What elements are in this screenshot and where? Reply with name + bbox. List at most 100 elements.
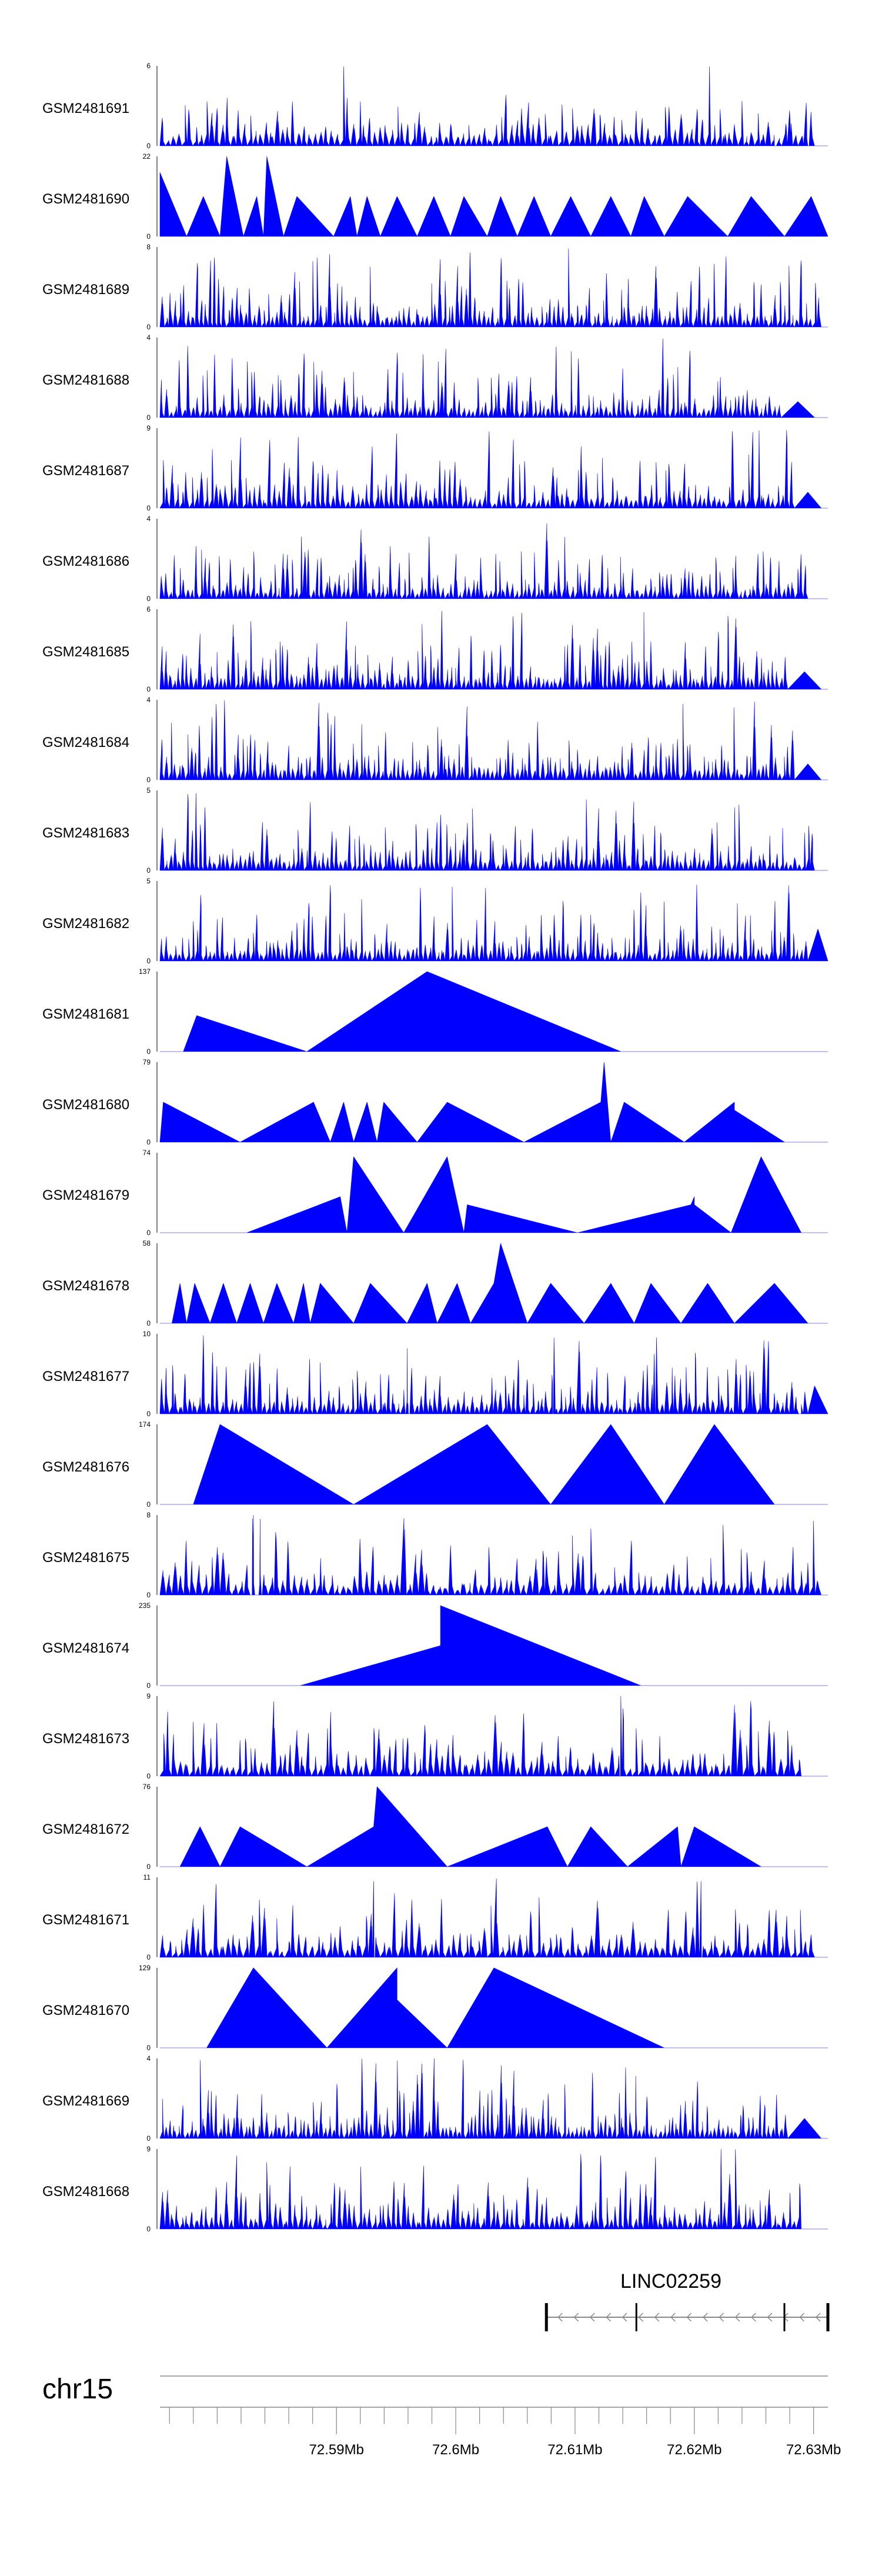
x-tick-label: 72.59Mb <box>309 2442 364 2458</box>
track-GSM2481681: GSM2481681 137 0 <box>42 967 828 1056</box>
track-label: GSM2481687 <box>42 463 129 479</box>
coverage-tracks: GSM248169160GSM2481690220GSM248168980GSM… <box>42 62 828 2233</box>
track-GSM2481689: GSM2481689 8 0 <box>42 243 828 331</box>
x-tick-label: 72.62Mb <box>667 2442 721 2458</box>
coverage-area <box>159 2148 828 2230</box>
track-GSM2481671: GSM2481671 11 0 <box>42 1873 828 1961</box>
strand-arrow <box>654 2313 660 2322</box>
y-max-tick-label: 74 <box>143 1149 151 1157</box>
track-label: GSM2481672 <box>42 1821 129 1837</box>
track-label: GSM2481681 <box>42 1006 129 1022</box>
track-label: GSM2481690 <box>42 191 129 207</box>
y-min-tick-label: 0 <box>146 685 151 693</box>
track-GSM2481680: GSM2481680 79 0 <box>42 1058 828 1146</box>
y-max-tick-label: 4 <box>146 2054 151 2063</box>
coverage-area <box>159 1878 828 1958</box>
track-GSM2481683: GSM2481683 5 0 <box>42 786 828 875</box>
y-min-tick-label: 0 <box>146 866 151 875</box>
track-GSM2481684: GSM2481684 4 0 <box>42 696 828 784</box>
y-max-tick-label: 10 <box>143 1330 151 1338</box>
y-max-tick-label: 137 <box>139 967 151 976</box>
gene-body <box>544 2303 830 2331</box>
coverage-area <box>159 1786 828 1867</box>
strand-arrow <box>734 2313 740 2322</box>
strand-arrow <box>799 2313 805 2322</box>
coverage-area <box>159 610 828 690</box>
gene-track: LINC02259 <box>544 2270 830 2331</box>
track-label: GSM2481684 <box>42 735 129 750</box>
track-label: GSM2481677 <box>42 1369 129 1384</box>
strand-arrow <box>751 2313 756 2322</box>
y-min-tick-label: 0 <box>146 1863 151 1871</box>
coverage-area <box>159 66 828 146</box>
track-GSM2481668: GSM2481668 9 0 <box>42 2145 828 2233</box>
coverage-area <box>159 1967 828 2048</box>
coverage-area <box>159 523 828 599</box>
coverage-area <box>159 700 828 780</box>
y-min-tick-label: 0 <box>146 1591 151 1599</box>
y-min-tick-label: 0 <box>146 1953 151 1961</box>
y-max-tick-label: 235 <box>139 1601 151 1610</box>
track-label: GSM2481673 <box>42 1731 129 1747</box>
x-tick-label: 72.63Mb <box>786 2442 841 2458</box>
track-label: GSM2481691 <box>42 101 129 116</box>
track-GSM2481686: GSM2481686 4 0 <box>42 515 828 603</box>
track-label: GSM2481676 <box>42 1459 129 1475</box>
track-GSM2481691: GSM2481691 6 0 <box>42 62 828 150</box>
track-GSM2481675: GSM2481675 8 0 <box>42 1511 828 1599</box>
y-min-tick-label: 0 <box>146 1229 151 1237</box>
y-max-tick-label: 4 <box>146 696 151 704</box>
track-label: GSM2481669 <box>42 2093 129 2109</box>
track-GSM2481672: GSM2481672 76 0 <box>42 1783 828 1871</box>
track-GSM2481687: GSM2481687 9 0 <box>42 424 828 512</box>
y-max-tick-label: 6 <box>146 605 151 613</box>
y-min-tick-label: 0 <box>146 413 151 422</box>
track-GSM2481690: GSM2481690 22 0 <box>42 152 828 241</box>
y-max-tick-label: 11 <box>143 1873 151 1881</box>
strand-arrow <box>702 2313 708 2322</box>
y-min-tick-label: 0 <box>146 1772 151 1780</box>
y-min-tick-label: 0 <box>146 1410 151 1418</box>
track-GSM2481688: GSM2481688 4 0 <box>42 333 828 422</box>
coverage-area <box>159 1243 828 1324</box>
strand-arrow <box>590 2313 595 2322</box>
y-min-tick-label: 0 <box>146 232 151 241</box>
y-min-tick-label: 0 <box>146 504 151 512</box>
strand-arrow <box>573 2313 579 2322</box>
coverage-area <box>159 156 828 237</box>
strand-arrow <box>767 2313 773 2322</box>
strand-arrow <box>622 2313 627 2322</box>
y-min-tick-label: 0 <box>146 2044 151 2052</box>
y-max-tick-label: 5 <box>146 877 151 885</box>
track-GSM2481670: GSM2481670 129 0 <box>42 1964 828 2052</box>
coverage-area <box>159 248 828 328</box>
track-GSM2481674: GSM2481674 235 0 <box>42 1601 828 1690</box>
y-min-tick-label: 0 <box>146 1681 151 1690</box>
track-GSM2481669: GSM2481669 4 0 <box>42 2054 828 2143</box>
track-label: GSM2481670 <box>42 2003 129 2018</box>
coverage-area <box>159 1156 828 1233</box>
track-label: GSM2481685 <box>42 644 129 660</box>
axis-ticks: 72.59Mb 72.6Mb 72.61Mb 72.62Mb 72.63Mb <box>160 2375 841 2458</box>
genome-axis: chr15 72.59Mb 72.6Mb 72.61Mb 72.62Mb 72.63Mb <box>42 2374 841 2458</box>
y-max-tick-label: 174 <box>139 1420 151 1429</box>
track-GSM2481676: GSM2481676 174 0 <box>42 1420 828 1509</box>
track-label: GSM2481674 <box>42 1640 129 1656</box>
track-GSM2481677: GSM2481677 10 0 <box>42 1330 828 1418</box>
y-max-tick-label: 4 <box>146 515 151 523</box>
track-GSM2481679: GSM2481679 74 0 <box>42 1149 828 1237</box>
y-max-tick-label: 9 <box>146 1692 151 1700</box>
coverage-area <box>159 1696 828 1777</box>
y-max-tick-label: 129 <box>139 1964 151 1972</box>
track-GSM2481673: GSM2481673 9 0 <box>42 1692 828 1780</box>
y-max-tick-label: 22 <box>143 152 151 161</box>
y-min-tick-label: 0 <box>146 142 151 150</box>
coverage-area <box>159 2058 828 2139</box>
coverage-area <box>159 430 828 509</box>
strand-arrow <box>719 2313 724 2322</box>
coverage-area <box>159 1062 828 1143</box>
track-label: GSM2481680 <box>42 1097 129 1113</box>
y-max-tick-label: 8 <box>146 243 151 251</box>
track-label: GSM2481675 <box>42 1550 129 1566</box>
